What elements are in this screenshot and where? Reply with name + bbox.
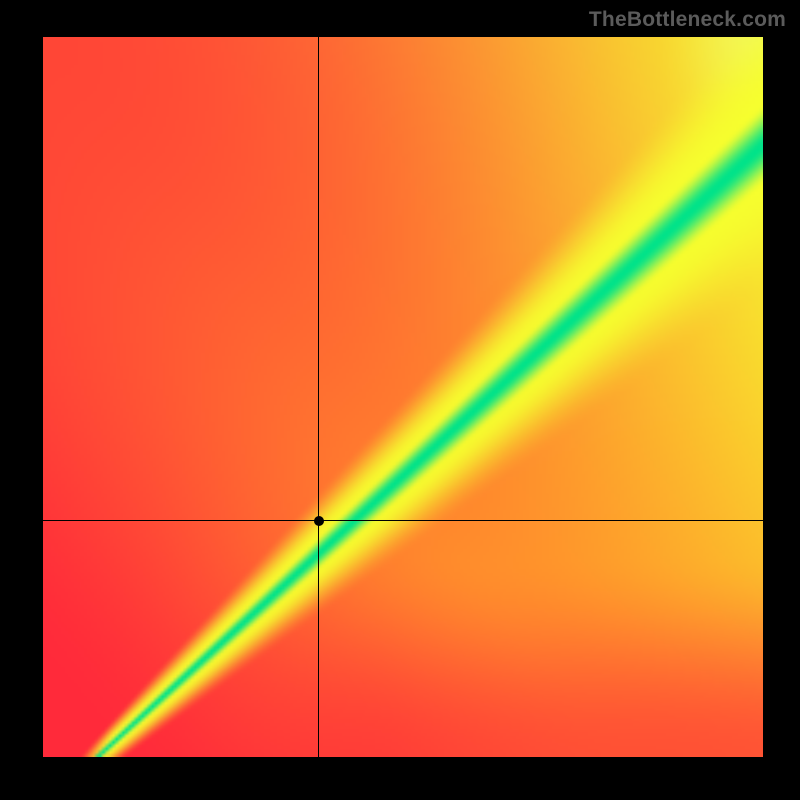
watermark: TheBottleneck.com xyxy=(589,8,786,32)
plot-frame xyxy=(42,36,762,756)
crosshair-horizontal xyxy=(43,520,763,521)
heatmap-canvas xyxy=(43,37,763,757)
marker-dot xyxy=(314,516,324,526)
crosshair-vertical xyxy=(318,37,319,757)
